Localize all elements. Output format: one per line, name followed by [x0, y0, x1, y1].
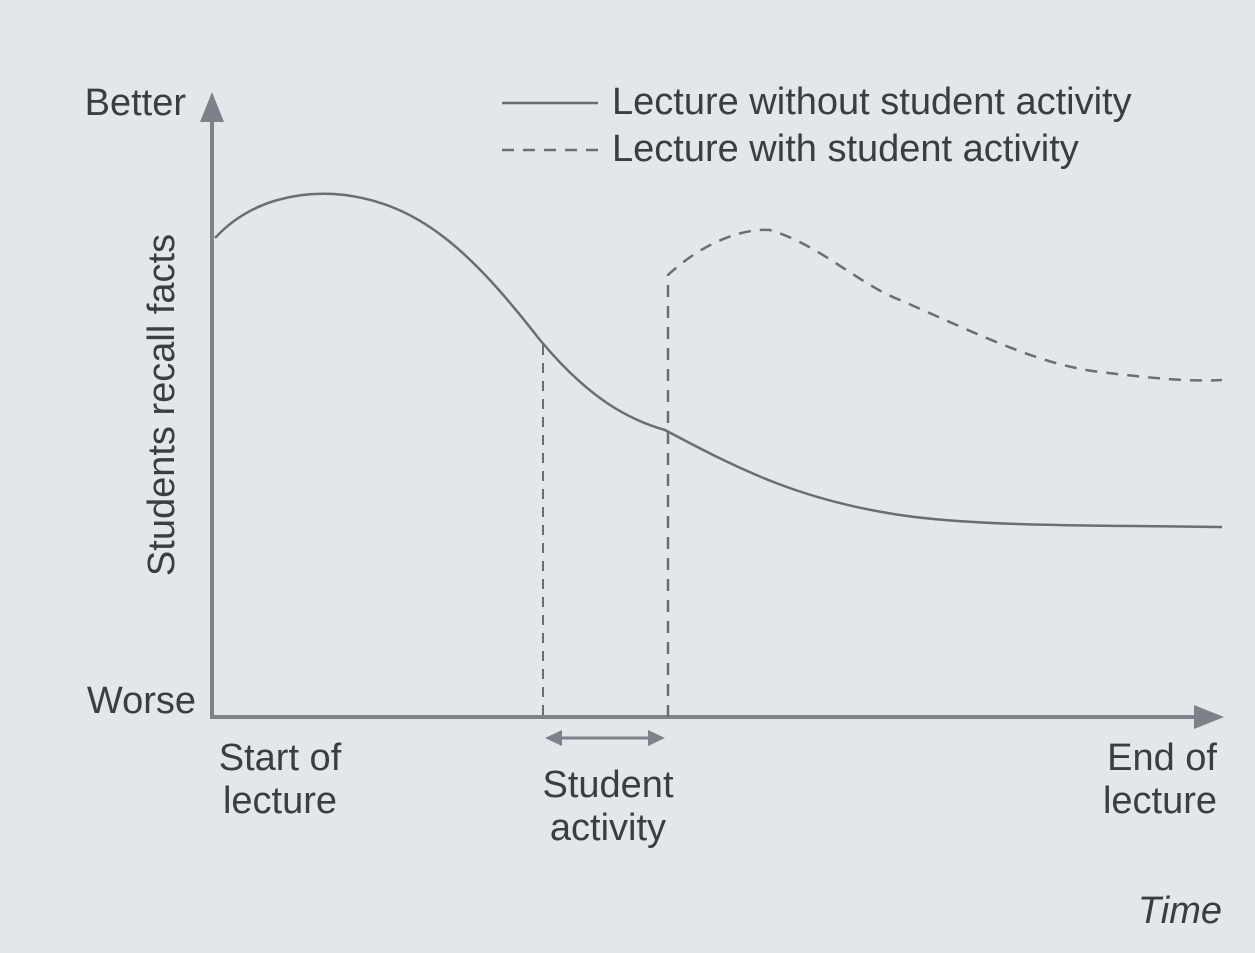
- legend-label: Lecture without student activity: [612, 81, 1132, 123]
- curve-without-activity: [214, 192, 1223, 529]
- activity-span-arrow-right: [648, 730, 665, 746]
- x-label: activity: [550, 807, 666, 849]
- x-label: Start of: [219, 737, 342, 779]
- y-axis-arrow: [200, 92, 224, 122]
- x-label: End of: [1107, 737, 1217, 779]
- curve-with-activity: [666, 228, 1223, 717]
- x-axis-arrow: [1194, 705, 1224, 729]
- legend-label: Lecture with student activity: [612, 128, 1079, 170]
- y-bottom-label: Worse: [87, 680, 196, 722]
- activity-span-arrow-left: [545, 730, 562, 746]
- y-axis-title: Students recall facts: [141, 234, 183, 576]
- x-label: lecture: [1103, 780, 1217, 822]
- y-top-label: Better: [85, 82, 187, 124]
- x-label: lecture: [223, 780, 337, 822]
- x-axis-title: Time: [1138, 890, 1222, 932]
- x-label: Student: [543, 764, 674, 806]
